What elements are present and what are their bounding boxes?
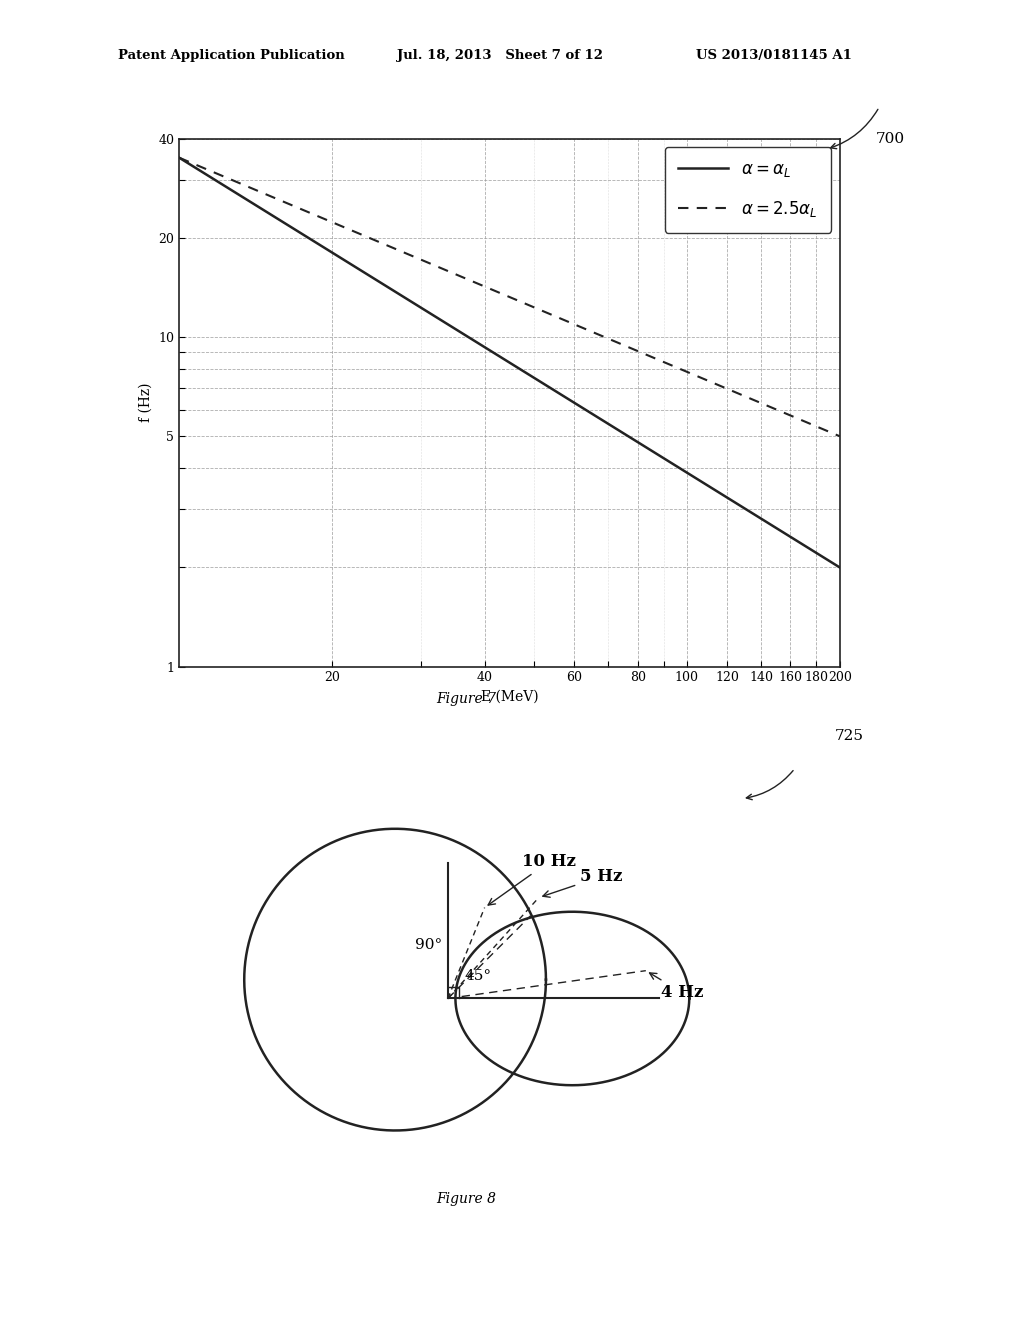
Text: Jul. 18, 2013   Sheet 7 of 12: Jul. 18, 2013 Sheet 7 of 12 xyxy=(397,49,603,62)
Text: 10 Hz: 10 Hz xyxy=(488,853,577,906)
Text: 4 Hz: 4 Hz xyxy=(649,973,703,1001)
Text: Figure 8: Figure 8 xyxy=(436,1192,496,1206)
Text: 725: 725 xyxy=(835,729,863,743)
Text: Figure 7: Figure 7 xyxy=(436,692,496,706)
Text: 45°: 45° xyxy=(465,969,492,983)
Legend: $\alpha = \alpha_L$, $\alpha = 2.5\alpha_L$: $\alpha = \alpha_L$, $\alpha = 2.5\alpha… xyxy=(665,147,831,232)
Text: Patent Application Publication: Patent Application Publication xyxy=(118,49,344,62)
Text: 700: 700 xyxy=(876,132,904,147)
Y-axis label: f (Hz): f (Hz) xyxy=(139,383,153,422)
Text: US 2013/0181145 A1: US 2013/0181145 A1 xyxy=(696,49,852,62)
Text: 5 Hz: 5 Hz xyxy=(543,869,623,898)
Text: 90°: 90° xyxy=(415,937,441,952)
X-axis label: E (MeV): E (MeV) xyxy=(480,690,539,704)
